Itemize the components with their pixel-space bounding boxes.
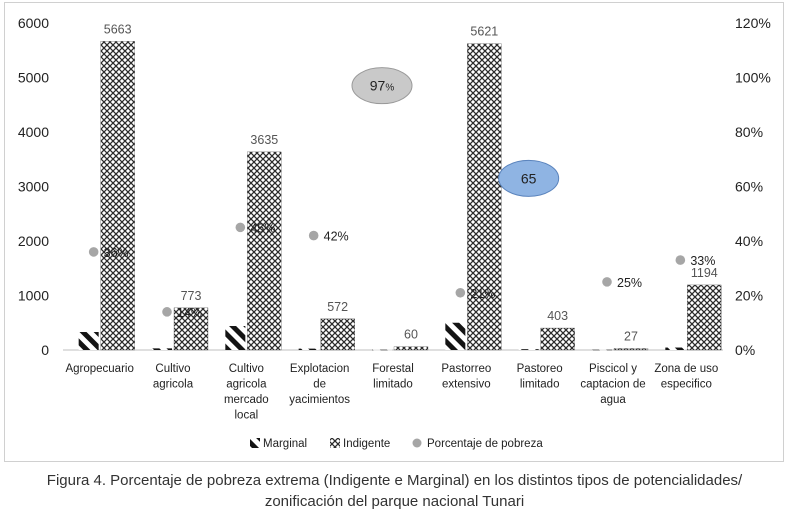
pct-point — [235, 222, 246, 233]
pct-label: 14% — [177, 306, 202, 320]
y-left-tick-label: 3000 — [18, 179, 49, 195]
bar-indigente — [393, 346, 429, 351]
annotation-label: 65 — [521, 170, 537, 186]
category-label: Agropecuario — [65, 363, 133, 375]
bar-marginal — [592, 349, 612, 351]
bar-value-label: 403 — [547, 309, 568, 323]
annotation-label: 97% — [370, 78, 395, 94]
y-right-tick-label: 120% — [735, 15, 771, 31]
legend-label-marginal: Marginal — [263, 438, 307, 450]
pct-point — [308, 230, 319, 241]
y-right-tick-label: 100% — [735, 70, 771, 86]
pct-point — [602, 277, 612, 287]
y-right-tick-label: 60% — [735, 179, 763, 195]
y-right-tick-label: 0% — [735, 342, 755, 358]
bar-indigente — [247, 151, 282, 351]
caption-line-1: Figura 4. Porcentaje de pobreza extrema … — [46, 472, 743, 489]
bar-value-label: 60 — [404, 328, 418, 342]
pct-label: 25% — [617, 276, 642, 290]
bar-marginal — [665, 347, 686, 350]
category-label: Zona de uso especifico — [654, 363, 718, 391]
pct-label: 33% — [690, 254, 715, 268]
y-right-tick-label: 20% — [735, 288, 763, 304]
category-label: Pastorreo extensivo — [441, 363, 491, 391]
bar-value-label: 5663 — [104, 22, 132, 36]
y-left-tick-label: 4000 — [18, 124, 49, 140]
category-label: Cultivo agricola — [153, 363, 194, 391]
category-label: Explotacion de yacimientos — [289, 363, 350, 406]
caption-line-2: zonificación del parque nacional Tunari — [264, 493, 525, 510]
category-label: Piscicol y captacion de agua — [580, 363, 645, 406]
legend-swatch-porcentaje — [412, 438, 422, 448]
annotation-ellipse — [498, 159, 560, 197]
pct-label: 42% — [324, 230, 349, 244]
legend-label-porcentaje: Porcentaje de pobreza — [427, 438, 543, 450]
bar-indigente — [540, 327, 575, 351]
category-label: Forestal limitado — [372, 363, 414, 391]
bar-marginal — [78, 332, 99, 350]
bar-marginal — [445, 322, 466, 350]
bar-indigente — [467, 43, 502, 351]
bar-indigente — [613, 348, 649, 351]
legend-swatch-marginal — [250, 438, 260, 448]
chart-frame: 0 1000 2000 3000 4000 5000 6000 0% 20% 40% 60% 80% 1… — [4, 2, 784, 462]
pct-label: 21% — [470, 287, 495, 301]
y-left-tick-label: 0 — [41, 342, 49, 358]
bar-value-label: 3635 — [250, 133, 278, 147]
pct-point — [455, 287, 466, 298]
y-left-tick-label: 1000 — [18, 288, 49, 304]
bar-value-label: 773 — [181, 289, 202, 303]
pct-label: 45% — [250, 221, 275, 235]
bar-value-label: 1194 — [691, 266, 718, 280]
chart: 0 1000 2000 3000 4000 5000 6000 0% 20% 40% 60% 80% 1… — [18, 15, 771, 450]
bar-marginal — [372, 349, 392, 351]
bar-marginal — [518, 349, 539, 350]
bar-indigente — [320, 318, 355, 351]
bar-indigente — [173, 307, 209, 351]
category-label: Pastoreo limitado — [517, 363, 563, 391]
bar-indigente — [687, 284, 722, 351]
pct-point — [88, 247, 99, 257]
bar-indigente — [100, 41, 135, 351]
bar-marginal — [225, 326, 246, 350]
pct-point — [675, 255, 686, 265]
y-right-tick-label: 40% — [735, 233, 763, 249]
y-left-tick-label: 5000 — [18, 70, 49, 86]
bar-marginal — [298, 348, 319, 350]
pct-point — [162, 307, 172, 317]
legend-swatch-indigente — [330, 438, 340, 448]
y-left-tick-label: 6000 — [18, 15, 49, 31]
bar-value-label: 572 — [327, 300, 348, 314]
bar-marginal — [152, 348, 172, 350]
bar-value-label: 27 — [624, 330, 638, 344]
bar-value-label: 5621 — [470, 25, 498, 39]
category-label: Cultivo agricola mercado local — [224, 363, 269, 422]
y-right-tick-label: 80% — [735, 124, 763, 140]
legend-label-indigente: Indigente — [343, 438, 390, 450]
pct-label: 36% — [104, 246, 129, 260]
figure-caption: Figura 4. Porcentaje de pobreza extrema … — [0, 470, 789, 512]
annotation-ellipse — [351, 67, 413, 105]
y-left-tick-label: 2000 — [18, 233, 49, 249]
